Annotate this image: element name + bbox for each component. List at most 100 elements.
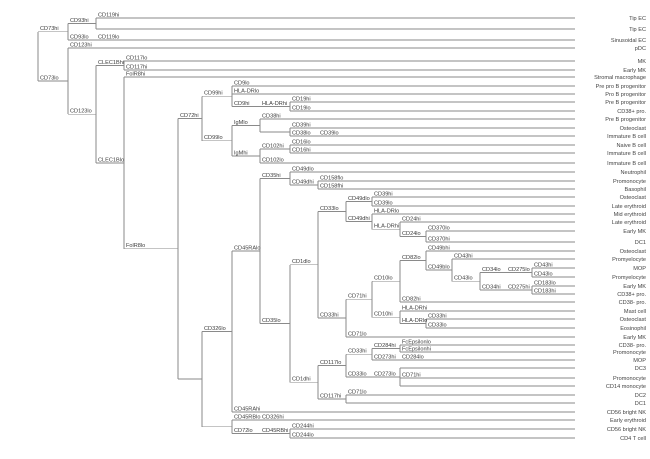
marker-label-cd71hi: CD71hi: [402, 372, 421, 378]
marker-label-cd39lo: CD39lo: [320, 130, 339, 136]
marker-label-hla-drhi: HLA-DRhi: [374, 224, 399, 230]
leaf-label-osteoclast: Osteoclast: [620, 126, 647, 132]
leaf-label-osteoclast: Osteoclast: [620, 195, 647, 201]
marker-label-cd117lo: CD117lo: [126, 55, 147, 61]
leaf-label-cd14-monocyte: CD14 monocyte: [606, 384, 646, 390]
marker-label-cd93lo: CD93lo: [70, 34, 89, 40]
marker-label-cd1dlo: CD1dlo: [292, 259, 311, 265]
leaf-label-neutrophil: Neutrophil: [621, 170, 647, 176]
marker-label-cd326hi: CD326hi: [262, 414, 284, 420]
marker-label-cd370hi: CD370hi: [428, 236, 450, 242]
leaf-label-cd56-bright-nk: CD56 bright NK: [607, 410, 646, 416]
leaf-label-promonocyte: Promonocyte: [613, 179, 646, 185]
marker-label-cd72hi: CD72hi: [180, 113, 199, 119]
leaf-label-pre-b-progenitor: Pre B progenitor: [605, 100, 646, 106]
marker-label-cd102hi: CD102hi: [262, 143, 284, 149]
marker-label-clec1bhi: CLEC1Bhi: [98, 60, 124, 66]
marker-label-cd45rahi: CD45RAhi: [234, 406, 260, 412]
marker-label-cd119lo: CD119lo: [98, 34, 119, 40]
leaf-label-immature-b-cell: Immature B cell: [607, 151, 646, 157]
marker-label-cd71lo: CD71lo: [348, 331, 367, 337]
marker-label-cd326lo: CD326lo: [204, 326, 226, 332]
leaf-label-tip-ec: Tip EC: [629, 27, 646, 33]
marker-label-cd158fhi: CD158fhi: [320, 183, 343, 189]
leaf-label-early-mk: Early MK: [623, 335, 646, 341]
leaf-label-naive-b-cell: Naive B cell: [616, 143, 646, 149]
marker-label-cd43lo: CD43lo: [534, 271, 553, 277]
marker-label-folr8hi: FolR8hi: [126, 71, 145, 77]
marker-label-cd24lo: CD24lo: [402, 231, 421, 237]
leaf-label-sinusoidal-ec: Sinusoidal EC: [611, 38, 646, 44]
leaf-label-basophil: Basophil: [625, 187, 646, 193]
marker-label-cd71lo: CD71lo: [348, 389, 367, 395]
marker-label-cd34lo: CD34lo: [482, 267, 501, 273]
marker-label-fcepsilonlo: FcEpsilonlo: [402, 339, 431, 345]
marker-label-cd275lo: CD275lo: [508, 267, 530, 273]
marker-label-cd33lo: CD33lo: [348, 371, 367, 377]
marker-label-cd10hi: CD10hi: [374, 312, 393, 318]
marker-label-cd73lo: CD73lo: [40, 76, 59, 82]
marker-label-cd123hi: CD123hi: [70, 42, 92, 48]
leaf-label-cd38-pro: CD38+ pro.: [617, 292, 646, 298]
leaf-label-early-mk: Early MK: [623, 229, 646, 235]
marker-label-cd284hi: CD284hi: [374, 343, 396, 349]
leaf-label-dc2: DC2: [635, 393, 646, 399]
marker-label-cd33hi: CD33hi: [428, 313, 447, 319]
leaf-label-cd38-pro: CD38- pro.: [619, 343, 647, 349]
marker-label-cd45rbhi: CD45RBhi: [262, 428, 288, 434]
marker-label-cd370lo: CD370lo: [428, 225, 450, 231]
marker-label-cd273lo: CD273lo: [374, 371, 396, 377]
leaf-label-pre-pro-b-progenitor: Pre pro B progenitor: [596, 84, 647, 90]
leaf-label-pro-b-progenitor: Pro B progenitor: [605, 92, 646, 98]
leaf-label-cd4-t-cell: CD4 T cell: [620, 436, 646, 442]
marker-label-cd49dlo: CD49dlo: [348, 196, 370, 202]
marker-label-cd119hi: CD119hi: [98, 12, 119, 18]
marker-label-cd38hi: CD38hi: [262, 113, 281, 119]
leaf-label-promyelocyte: Promyelocyte: [612, 257, 646, 263]
marker-label-cd117hi: CD117hi: [126, 64, 147, 70]
marker-label-cd72lo: CD72lo: [234, 428, 253, 434]
leaf-label-mid-erythroid: Mid erythroid: [614, 212, 646, 218]
leaf-label-dc1: DC1: [635, 401, 646, 407]
marker-label-cd73hi: CD73hi: [40, 26, 59, 32]
leaf-label-cd38-pro: CD38- pro.: [619, 300, 647, 306]
leaf-label-mop: MOP: [633, 266, 646, 272]
marker-label-cd117hi: CD117hi: [320, 393, 341, 399]
marker-label-cd19hi: CD19hi: [292, 96, 311, 102]
marker-label-cd9lo: CD9lo: [234, 80, 250, 86]
marker-label-cd244hi: CD244hi: [292, 423, 314, 429]
marker-label-cd71hi: CD71hi: [348, 294, 367, 300]
marker-label-fcepsilonhi: FcEpsilonhi: [402, 346, 431, 352]
marker-label-cd49dlo: CD49dlo: [292, 166, 314, 172]
leaf-label-cd56-bright-nk: CD56 bright NK: [607, 427, 646, 433]
marker-label-cd33hi: CD33hi: [348, 349, 367, 355]
leaf-label-promyelocyte: Promyelocyte: [612, 275, 646, 281]
marker-label-cd99hi: CD99hi: [204, 91, 223, 97]
marker-label-cd82lo: CD82lo: [402, 255, 421, 261]
leaf-label-dc1: DC1: [635, 240, 646, 246]
leaf-label-dc3: DC3: [635, 366, 646, 372]
marker-label-cd34hi: CD34hi: [482, 284, 501, 290]
marker-label-cd43lo: CD43lo: [454, 276, 473, 282]
leaf-label-tip-ec: Tip EC: [629, 16, 646, 22]
marker-label-hla-drlo: HLA-DRlo: [402, 318, 427, 324]
leaf-label-early-mk: Early MK: [623, 68, 646, 74]
marker-label-cd1dhi: CD1dhi: [292, 377, 311, 383]
marker-label-igmhi: IgMhi: [234, 150, 248, 156]
marker-label-cd35lo: CD35lo: [262, 318, 281, 324]
marker-label-cd284lo: CD284lo: [402, 354, 424, 360]
marker-label-cd244lo: CD244lo: [292, 432, 314, 438]
marker-label-cd183hi: CD183hi: [534, 288, 556, 294]
marker-label-hla-drhi: HLA-DRhi: [262, 101, 287, 107]
leaf-label-pdc: pDC: [635, 46, 646, 52]
marker-label-cd33hi: CD33hi: [320, 313, 339, 319]
marker-label-cd24hi: CD24hi: [402, 216, 421, 222]
leaf-label-pre-b-progenitor: Pre B progenitor: [605, 117, 646, 123]
marker-label-cd49dhi: CD49dhi: [292, 179, 314, 185]
marker-label-cd33lo: CD33lo: [320, 206, 339, 212]
leaf-label-mk: MK: [638, 59, 647, 65]
leaf-label-osteoclast: Osteoclast: [620, 317, 647, 323]
marker-label-hla-drlo: HLA-DRlo: [234, 88, 259, 94]
